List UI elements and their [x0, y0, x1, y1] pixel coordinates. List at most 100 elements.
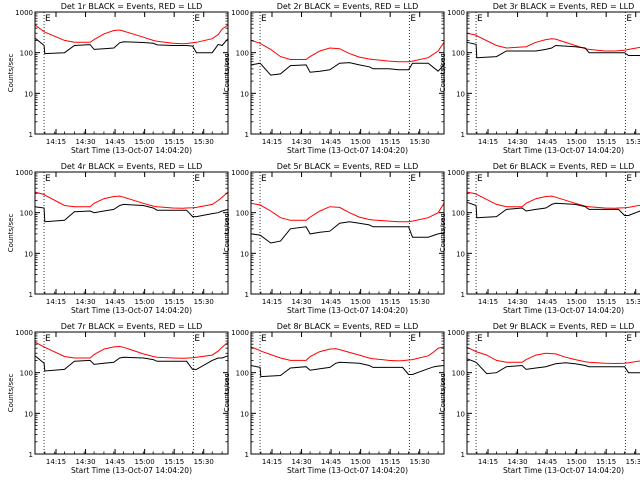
x-tick-label: 15:30 — [626, 138, 640, 146]
x-tick-label: 14:30 — [75, 458, 95, 466]
x-tick-label: 15:00 — [351, 458, 371, 466]
x-tick-label: 15:00 — [351, 138, 371, 146]
y-tick-label: 1 — [245, 451, 249, 459]
x-tick-label: 14:45 — [321, 298, 341, 306]
y-tick-label: 10 — [24, 250, 33, 258]
event-marker-label: E — [410, 174, 416, 184]
chart-panel-det-5: Det 5r BLACK = Events, RED = LLD E E 1 10 100… — [223, 162, 445, 315]
y-tick-label: 1000 — [231, 169, 249, 177]
chart-title: Det 8r BLACK = Events, RED = LLD — [277, 322, 419, 331]
x-tick-label: 14:15 — [46, 138, 66, 146]
plot-frame — [466, 11, 640, 135]
event-marker-label: E — [477, 334, 483, 344]
x-axis-label: Start Time (13-Oct-07 14:04:20) — [71, 466, 192, 475]
event-marker-label: E — [410, 14, 416, 24]
y-tick-label: 100 — [236, 210, 249, 218]
series-line-events — [250, 62, 445, 76]
series-line-events — [34, 37, 229, 55]
x-tick-label: 14:15 — [46, 298, 66, 306]
x-axis-label: Start Time (13-Oct-07 14:04:20) — [503, 306, 624, 315]
x-tick-label: 15:30 — [194, 298, 214, 306]
y-tick-label: 10 — [24, 410, 33, 418]
y-tick-label: 1 — [461, 291, 465, 299]
x-tick-label: 14:45 — [321, 138, 341, 146]
x-axis-label: Start Time (13-Oct-07 14:04:20) — [287, 306, 408, 315]
x-tick-label: 14:30 — [291, 298, 311, 306]
x-tick-label: 14:15 — [478, 458, 498, 466]
x-tick-label: 14:15 — [478, 138, 498, 146]
y-tick-label: 10 — [240, 410, 249, 418]
x-tick-label: 14:30 — [507, 458, 527, 466]
y-axis-label: Counts/sec — [7, 214, 15, 253]
plot-frame — [250, 331, 445, 455]
x-tick-label: 15:15 — [596, 298, 616, 306]
series-line-events — [466, 358, 640, 375]
y-tick-label: 1000 — [447, 169, 465, 177]
x-axis-label: Start Time (13-Oct-07 14:04:20) — [287, 466, 408, 475]
event-marker-label: E — [477, 14, 483, 24]
x-tick-label: 14:45 — [105, 458, 125, 466]
chart-panel-det-1: Det 1r BLACK = Events, RED = LLD E E 1 10 100… — [7, 2, 229, 155]
series-line-lld — [466, 32, 640, 52]
x-axis-label: Start Time (13-Oct-07 14:04:20) — [287, 146, 408, 155]
x-tick-label: 15:30 — [410, 298, 430, 306]
series-line-lld — [250, 346, 445, 362]
series-line-lld — [250, 39, 445, 63]
y-axis-label: Counts/sec — [223, 54, 231, 93]
chart-panel-det-3: Det 3r BLACK = Events, RED = LLD E E 1 10 100… — [439, 2, 640, 155]
x-tick-label: 14:30 — [291, 458, 311, 466]
x-tick-label: 15:30 — [194, 458, 214, 466]
chart-title: Det 6r BLACK = Events, RED = LLD — [493, 162, 635, 171]
x-axis-label: Start Time (13-Oct-07 14:04:20) — [71, 146, 192, 155]
chart-panel-det-8: Det 8r BLACK = Events, RED = LLD E E 1 10 100… — [223, 322, 445, 475]
x-tick-label: 15:30 — [626, 298, 640, 306]
event-marker-label: E — [45, 14, 51, 24]
event-marker-label: E — [194, 334, 200, 344]
plot-frame — [34, 11, 229, 135]
series-line-lld — [34, 24, 229, 45]
x-tick-label: 15:00 — [135, 298, 155, 306]
y-tick-label: 10 — [456, 250, 465, 258]
x-tick-label: 15:15 — [596, 138, 616, 146]
y-tick-label: 10 — [240, 250, 249, 258]
x-tick-label: 14:45 — [105, 138, 125, 146]
x-tick-label: 15:00 — [135, 138, 155, 146]
y-tick-label: 1000 — [15, 9, 33, 17]
y-tick-label: 1000 — [447, 9, 465, 17]
y-tick-label: 10 — [456, 90, 465, 98]
plot-frame — [250, 11, 445, 135]
y-tick-label: 100 — [20, 50, 33, 58]
y-tick-label: 10 — [24, 90, 33, 98]
chart-title: Det 5r BLACK = Events, RED = LLD — [277, 162, 419, 171]
chart-panel-det-9: Det 9r BLACK = Events, RED = LLD E E 1 10 100… — [439, 322, 640, 475]
chart-title: Det 4r BLACK = Events, RED = LLD — [61, 162, 203, 171]
chart-title: Det 2r BLACK = Events, RED = LLD — [277, 2, 419, 11]
series-line-events — [250, 361, 445, 378]
x-tick-label: 15:30 — [410, 458, 430, 466]
x-tick-label: 14:30 — [507, 298, 527, 306]
y-tick-label: 1 — [29, 451, 33, 459]
x-axis-label: Start Time (13-Oct-07 14:04:20) — [503, 146, 624, 155]
x-tick-label: 15:00 — [135, 458, 155, 466]
x-tick-label: 15:15 — [164, 458, 184, 466]
y-tick-label: 1 — [29, 291, 33, 299]
chart-title: Det 7r BLACK = Events, RED = LLD — [61, 322, 203, 331]
series-line-events — [466, 201, 640, 219]
x-tick-label: 15:15 — [380, 458, 400, 466]
event-marker-label: E — [194, 174, 200, 184]
y-tick-label: 1000 — [447, 329, 465, 337]
y-tick-label: 1 — [29, 131, 33, 139]
y-axis-label: Counts/sec — [7, 374, 15, 413]
event-marker-label: E — [261, 14, 267, 24]
x-tick-label: 15:00 — [567, 298, 587, 306]
x-tick-label: 15:00 — [351, 298, 371, 306]
event-marker-label: E — [477, 174, 483, 184]
y-axis-label: Counts/sec — [439, 54, 447, 93]
y-tick-label: 100 — [20, 370, 33, 378]
y-axis-label: Counts/sec — [223, 374, 231, 413]
chart-panel-det-4: Det 4r BLACK = Events, RED = LLD E E 1 10 100… — [7, 162, 229, 315]
y-tick-label: 1 — [461, 451, 465, 459]
x-tick-label: 14:45 — [105, 298, 125, 306]
x-tick-label: 15:00 — [567, 458, 587, 466]
